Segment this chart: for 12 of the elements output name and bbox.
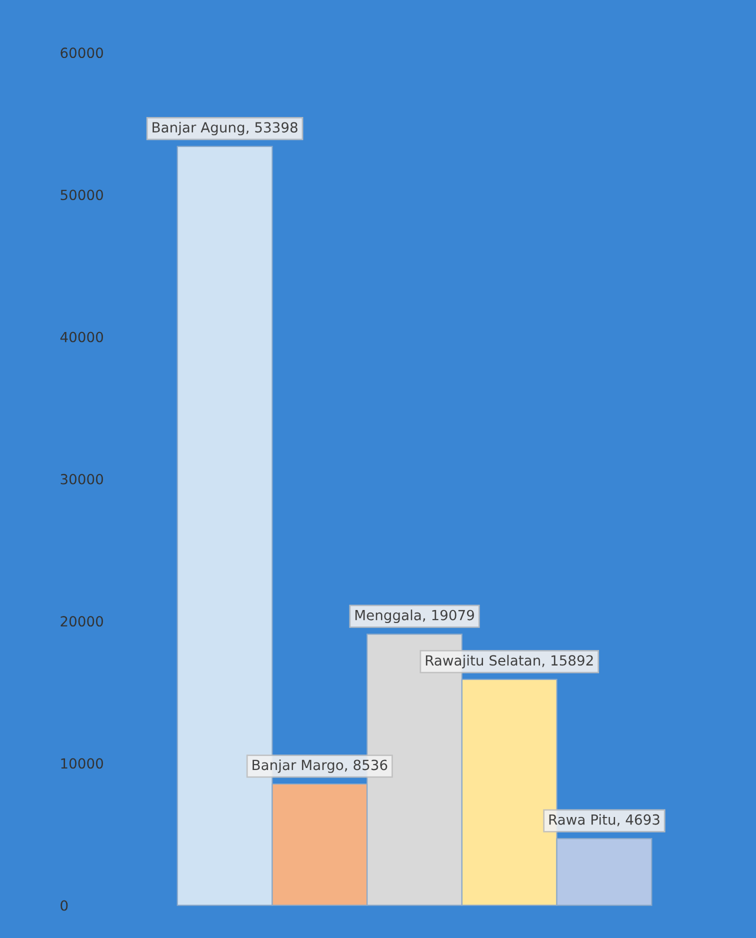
y-tick-label: 10000: [61, 758, 103, 769]
y-tick-label: 40000: [60, 332, 103, 342]
y-tick-label: 20000: [60, 616, 103, 627]
data-label: Rawa Pitu, 4693: [549, 814, 660, 826]
data-label: Menggala, 19079: [355, 610, 474, 624]
data-label: Rawajitu Selatan, 15892: [426, 654, 593, 668]
y-tick-label: 50000: [60, 190, 103, 200]
y-tick-label: 30000: [60, 474, 103, 484]
y-tick-label: 0: [60, 900, 68, 911]
data-label: Banjar Margo, 8536: [252, 759, 388, 773]
data-label: Banjar Agung, 53398: [152, 122, 298, 136]
y-tick-label: 60000: [60, 48, 103, 58]
